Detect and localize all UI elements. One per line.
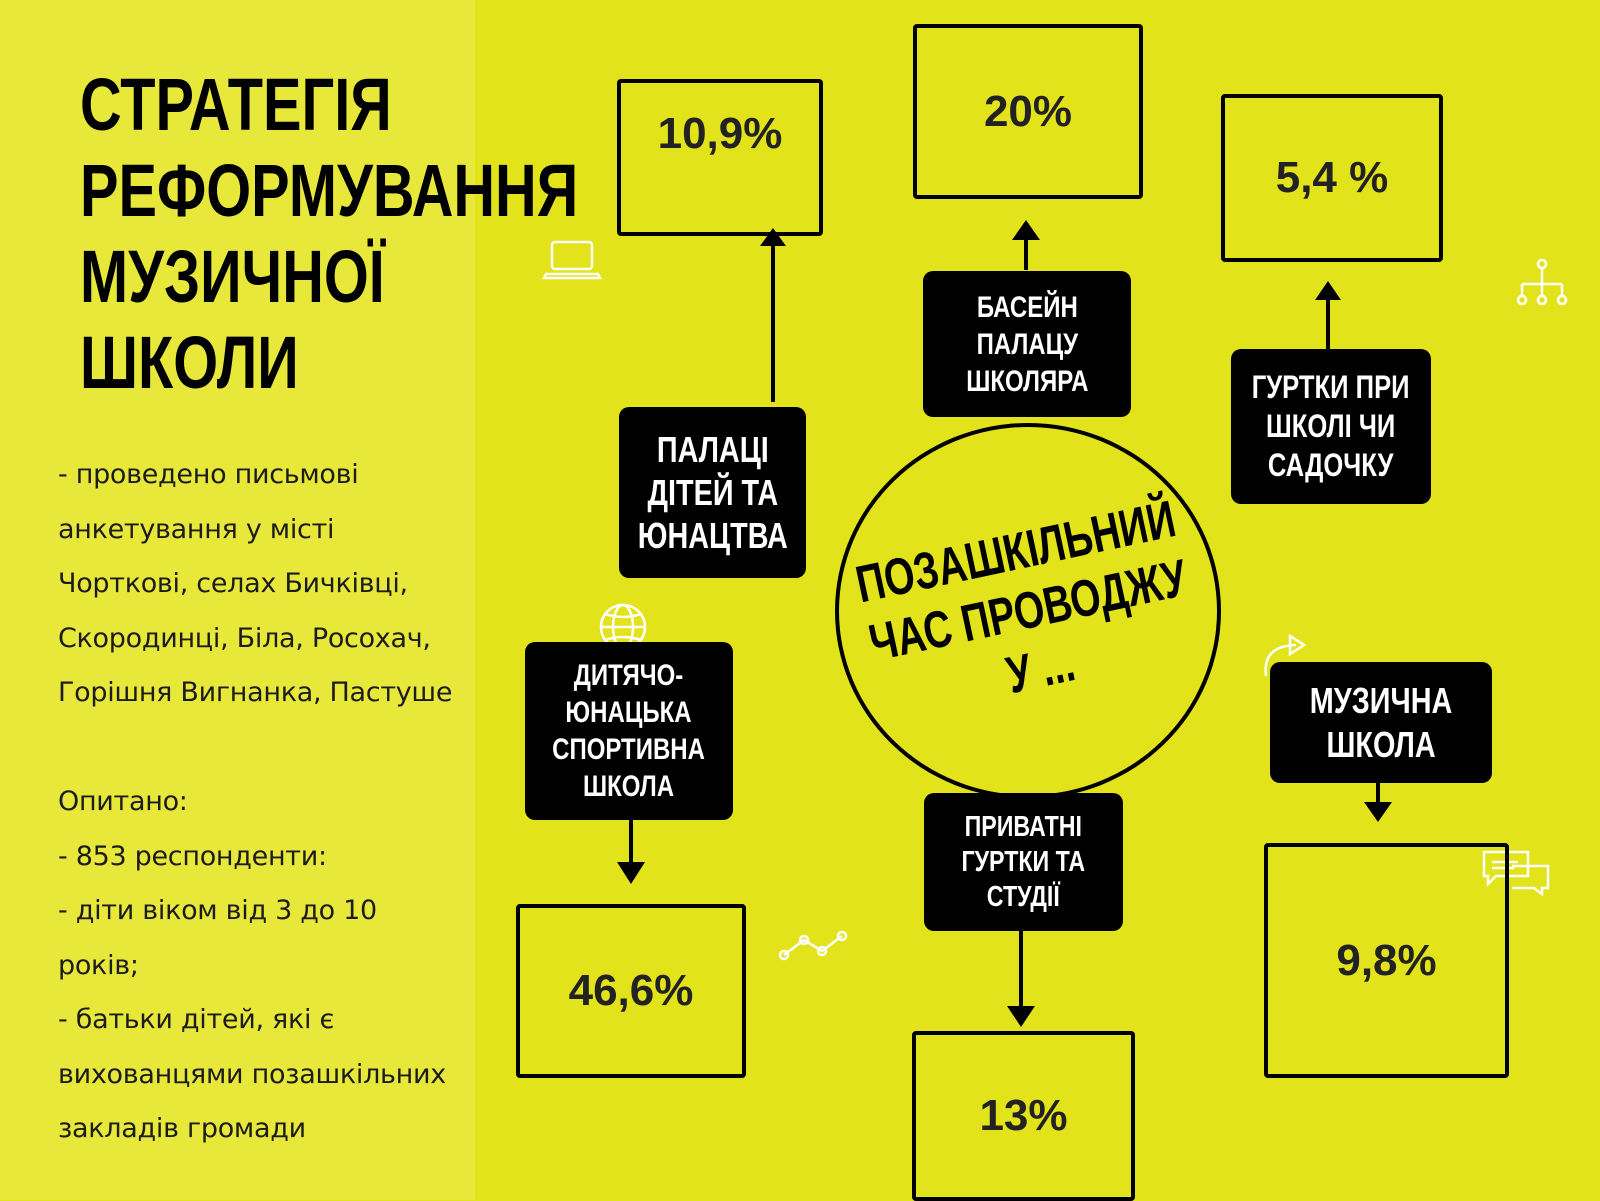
org-chart-icon [1516,258,1568,306]
label-palaces-text: ПАЛАЦІ ДІТЕЙ ТА ЮНАЦТВА [637,429,788,556]
description-line: Чорткові, селах Бичківці, [58,568,408,599]
description-line: - 853 респонденти: [58,840,327,872]
label-sport-text: ДИТЯЧО- ЮНАЦЬКА СПОРТИВНА ШКОЛА [552,659,706,803]
label-music: МУЗИЧНА ШКОЛА [1270,662,1492,783]
label-private-text: ПРИВАТНІ ГУРТКИ ТА СТУДІЇ [961,810,1086,913]
title-line-3: МУЗИЧНОЇ [80,235,385,318]
survey-description: - проведено письмові анкетування у місті… [58,448,478,1157]
value-music: 9,8% [1336,935,1437,985]
value-sport: 46,6% [568,966,694,1015]
value-palaces: 10,9% [657,109,783,158]
description-line: Горішня Вигнанка, Пастуше [58,677,453,708]
value-private: 13% [979,1091,1068,1140]
label-private: ПРИВАТНІ ГУРТКИ ТА СТУДІЇ [924,793,1123,931]
left-panel [0,0,475,1200]
title-line-4: ШКОЛИ [80,321,299,404]
arrow-head [617,862,645,884]
line-graph-icon [778,930,848,961]
arrow-head [1012,220,1040,240]
label-music-text: МУЗИЧНА ШКОЛА [1309,679,1453,765]
arrow-head [760,228,786,246]
description-line: Скородинці, Біла, Росохач, [58,622,431,654]
value-box-sport: 46,6% [516,904,746,1078]
arrow-head [1315,281,1341,300]
value-clubs: 5,4 % [1275,153,1389,202]
description-line: - проведено письмові [58,459,359,490]
title-line-1: СТРАТЕГІЯ [80,63,392,146]
center-circle: ПОЗАШКІЛЬНИЙ ЧАС ПРОВОДЖУ У ... [835,423,1221,799]
description-line: - діти віком від 3 до 10 [58,895,377,926]
page-title: СТРАТЕГІЯ РЕФОРМУВАННЯ МУЗИЧНОЇ ШКОЛИ [80,62,578,406]
arrow-head [1364,802,1392,822]
value-box-palaces: 10,9% [617,79,823,236]
center-text: ПОЗАШКІЛЬНИЙ ЧАС ПРОВОДЖУ У ... [850,490,1192,706]
value-box-pool: 20% [913,24,1143,199]
description-line: років; [58,949,139,981]
value-box-private: 13% [912,1031,1135,1201]
description-line: - батьки дітей, які є [58,1004,334,1035]
value-box-clubs: 5,4 % [1221,94,1443,262]
value-box-music: 9,8% [1264,843,1509,1078]
label-clubs: ГУРТКИ ПРИ ШКОЛІ ЧИ САДОЧКУ [1231,349,1431,504]
description-line: Опитано: [58,786,188,817]
laptop-icon [541,240,603,280]
label-sport: ДИТЯЧО- ЮНАЦЬКА СПОРТИВНА ШКОЛА [525,642,733,820]
arrow-head [1007,1006,1035,1027]
description-line: анкетування у місті [58,513,335,545]
label-palaces: ПАЛАЦІ ДІТЕЙ ТА ЮНАЦТВА [619,407,806,578]
label-pool-text: БАСЕЙН ПАЛАЦУ ШКОЛЯРА [965,290,1089,398]
value-pool: 20% [983,86,1073,136]
description-line: закладів громади [58,1113,306,1144]
label-pool: БАСЕЙН ПАЛАЦУ ШКОЛЯРА [923,271,1131,417]
label-clubs-text: ГУРТКИ ПРИ ШКОЛІ ЧИ САДОЧКУ [1252,369,1410,483]
description-line: вихованцями позашкільних [58,1058,446,1090]
redo-arrow-icon [1264,633,1307,677]
